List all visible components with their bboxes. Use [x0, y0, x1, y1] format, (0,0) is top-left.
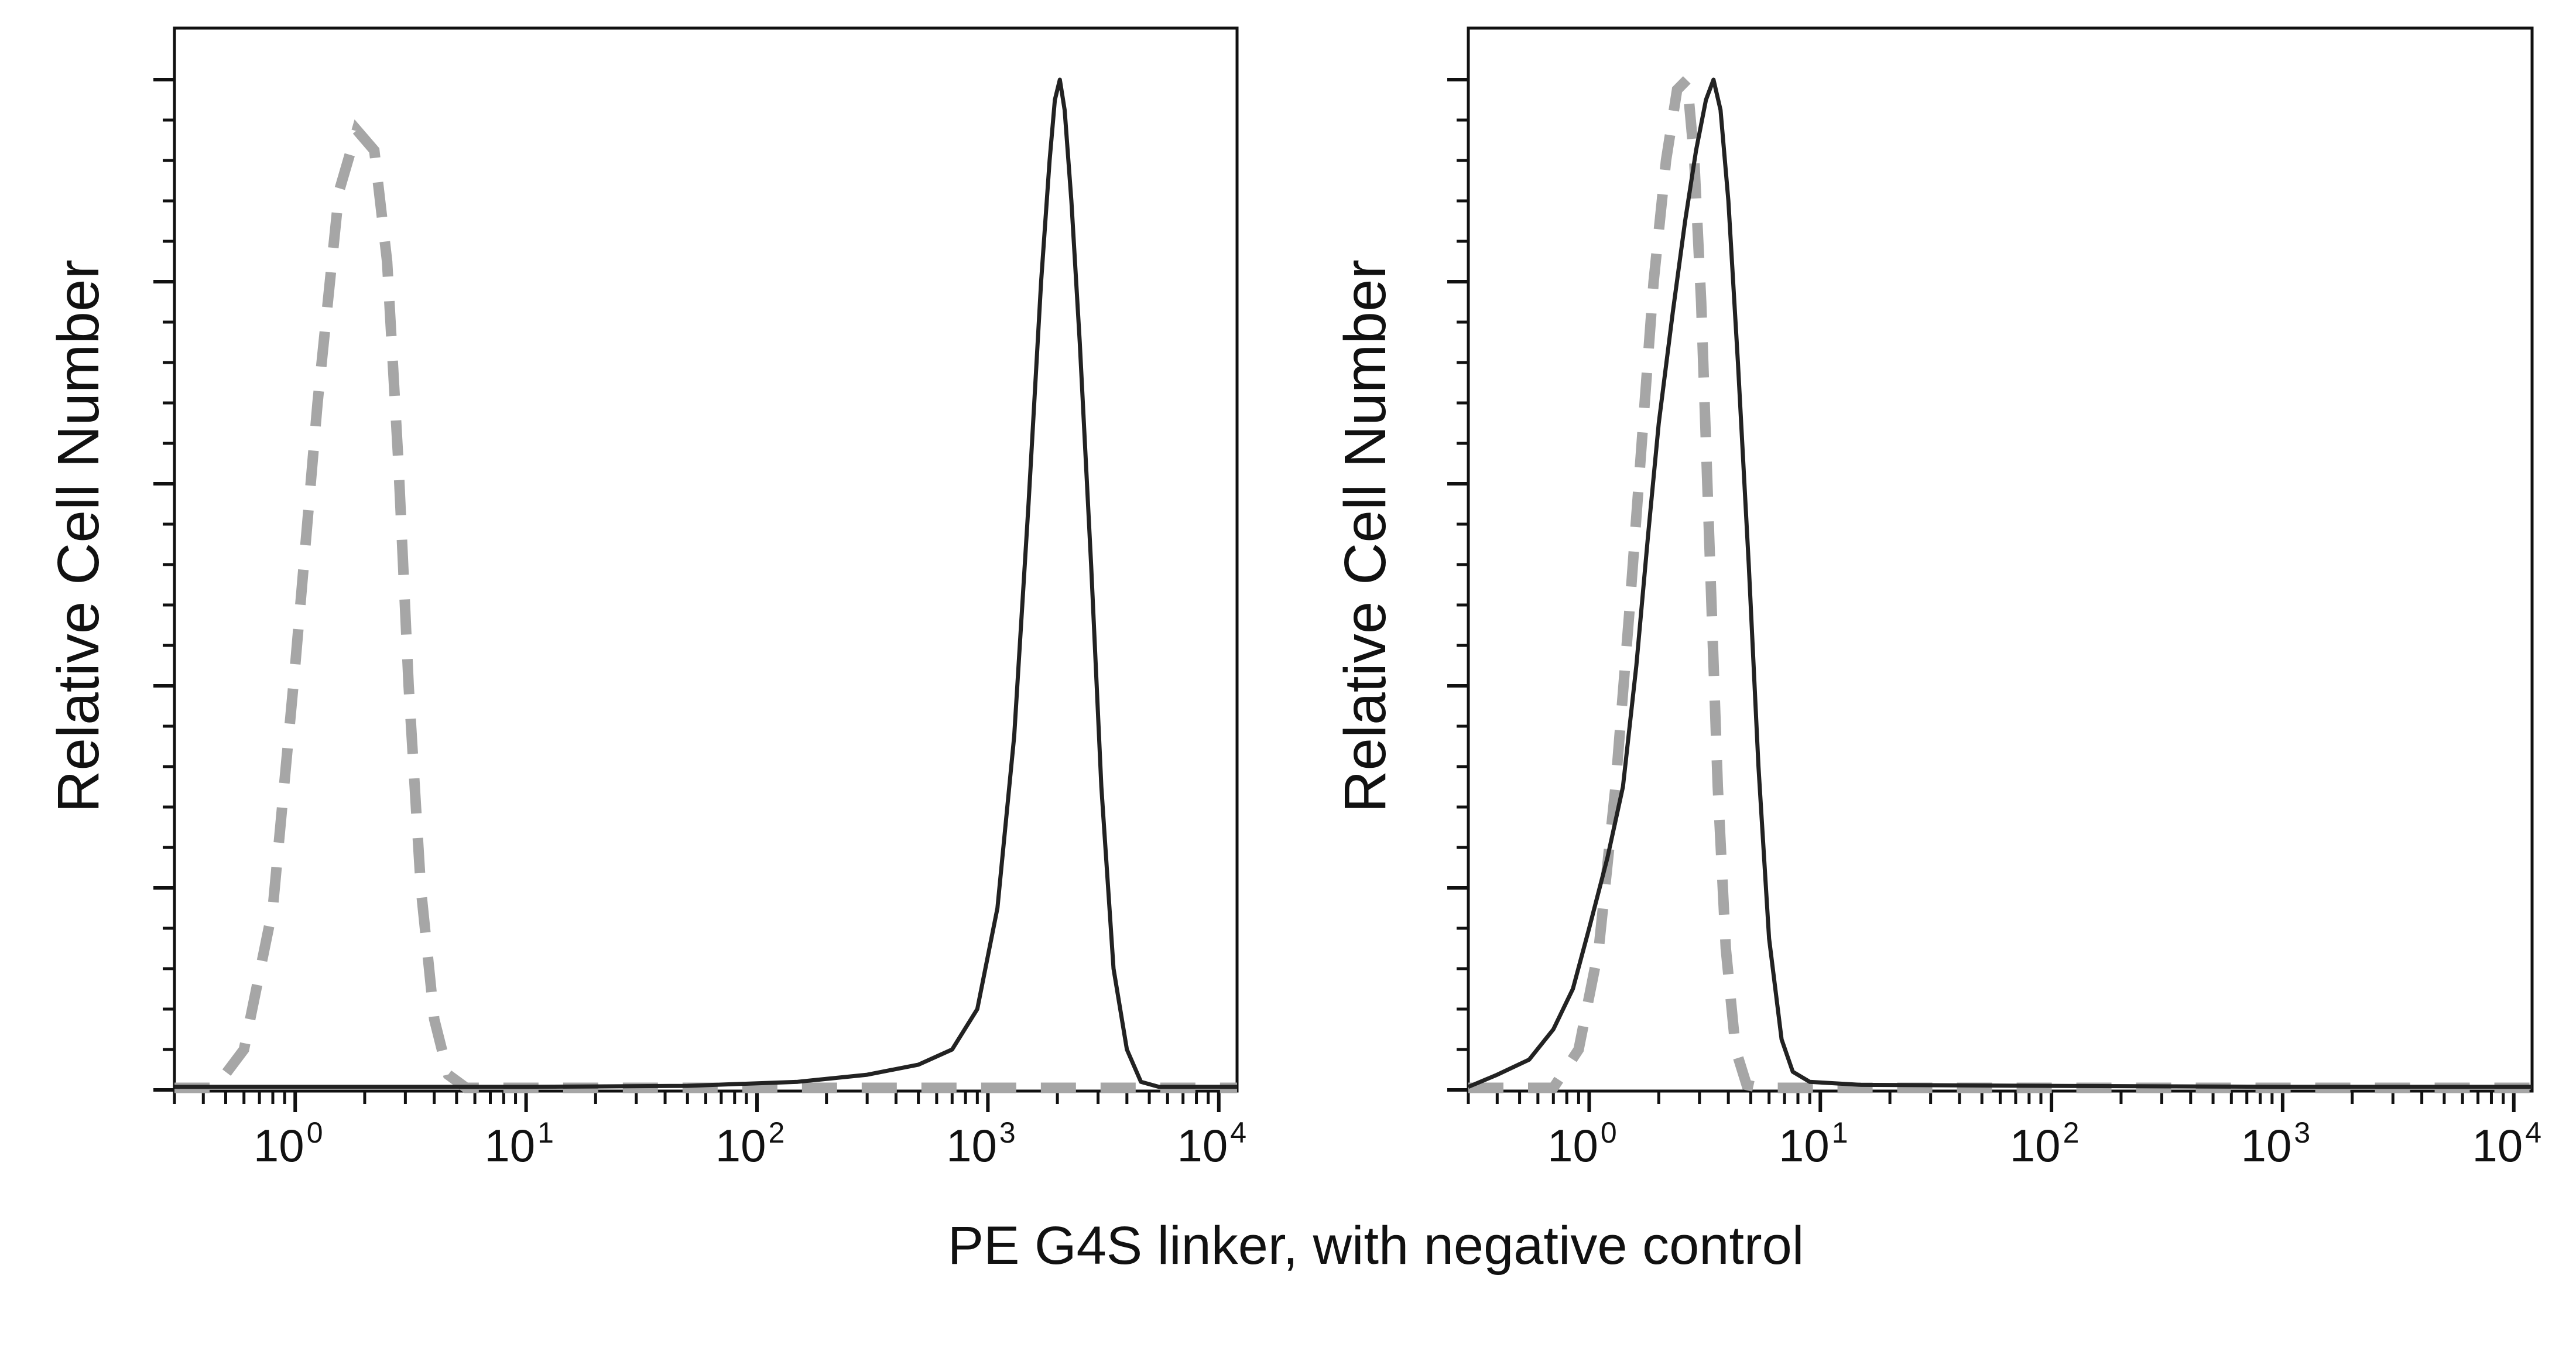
x-tick-label: 104: [2472, 1116, 2541, 1171]
x-tick-label: 101: [1779, 1116, 1848, 1171]
negative-control-curve: [174, 119, 1237, 1093]
y-axis-title: Relative Cell Number: [46, 259, 111, 813]
histogram-panel-right: 100 101 102 103 104 Relative Cell Number: [1332, 26, 2541, 1171]
x-tick-label: 102: [2010, 1116, 2080, 1171]
x-tick-label: 102: [715, 1116, 785, 1171]
plot-frame: [1467, 26, 2534, 1093]
x-tick-label: 103: [2241, 1116, 2311, 1171]
histogram-panel-left: 100 101 102 103 104 Relative Cell Number: [46, 26, 1246, 1171]
plot-frame: [173, 26, 1239, 1093]
x-tick-label: 104: [1177, 1116, 1246, 1171]
x-tick-label: 100: [254, 1116, 323, 1171]
x-axis-title: PE G4S linker, with negative control: [948, 1216, 1804, 1276]
stained-histogram-curve: [1467, 77, 2532, 1089]
x-tick-label: 103: [946, 1116, 1016, 1171]
x-tick-label: 100: [1547, 1116, 1617, 1171]
negative-control-curve: [1468, 67, 2532, 1093]
y-axis-title: Relative Cell Number: [1332, 259, 1398, 813]
stained-histogram-curve: [174, 77, 1237, 1089]
x-tick-label: 101: [484, 1116, 554, 1171]
